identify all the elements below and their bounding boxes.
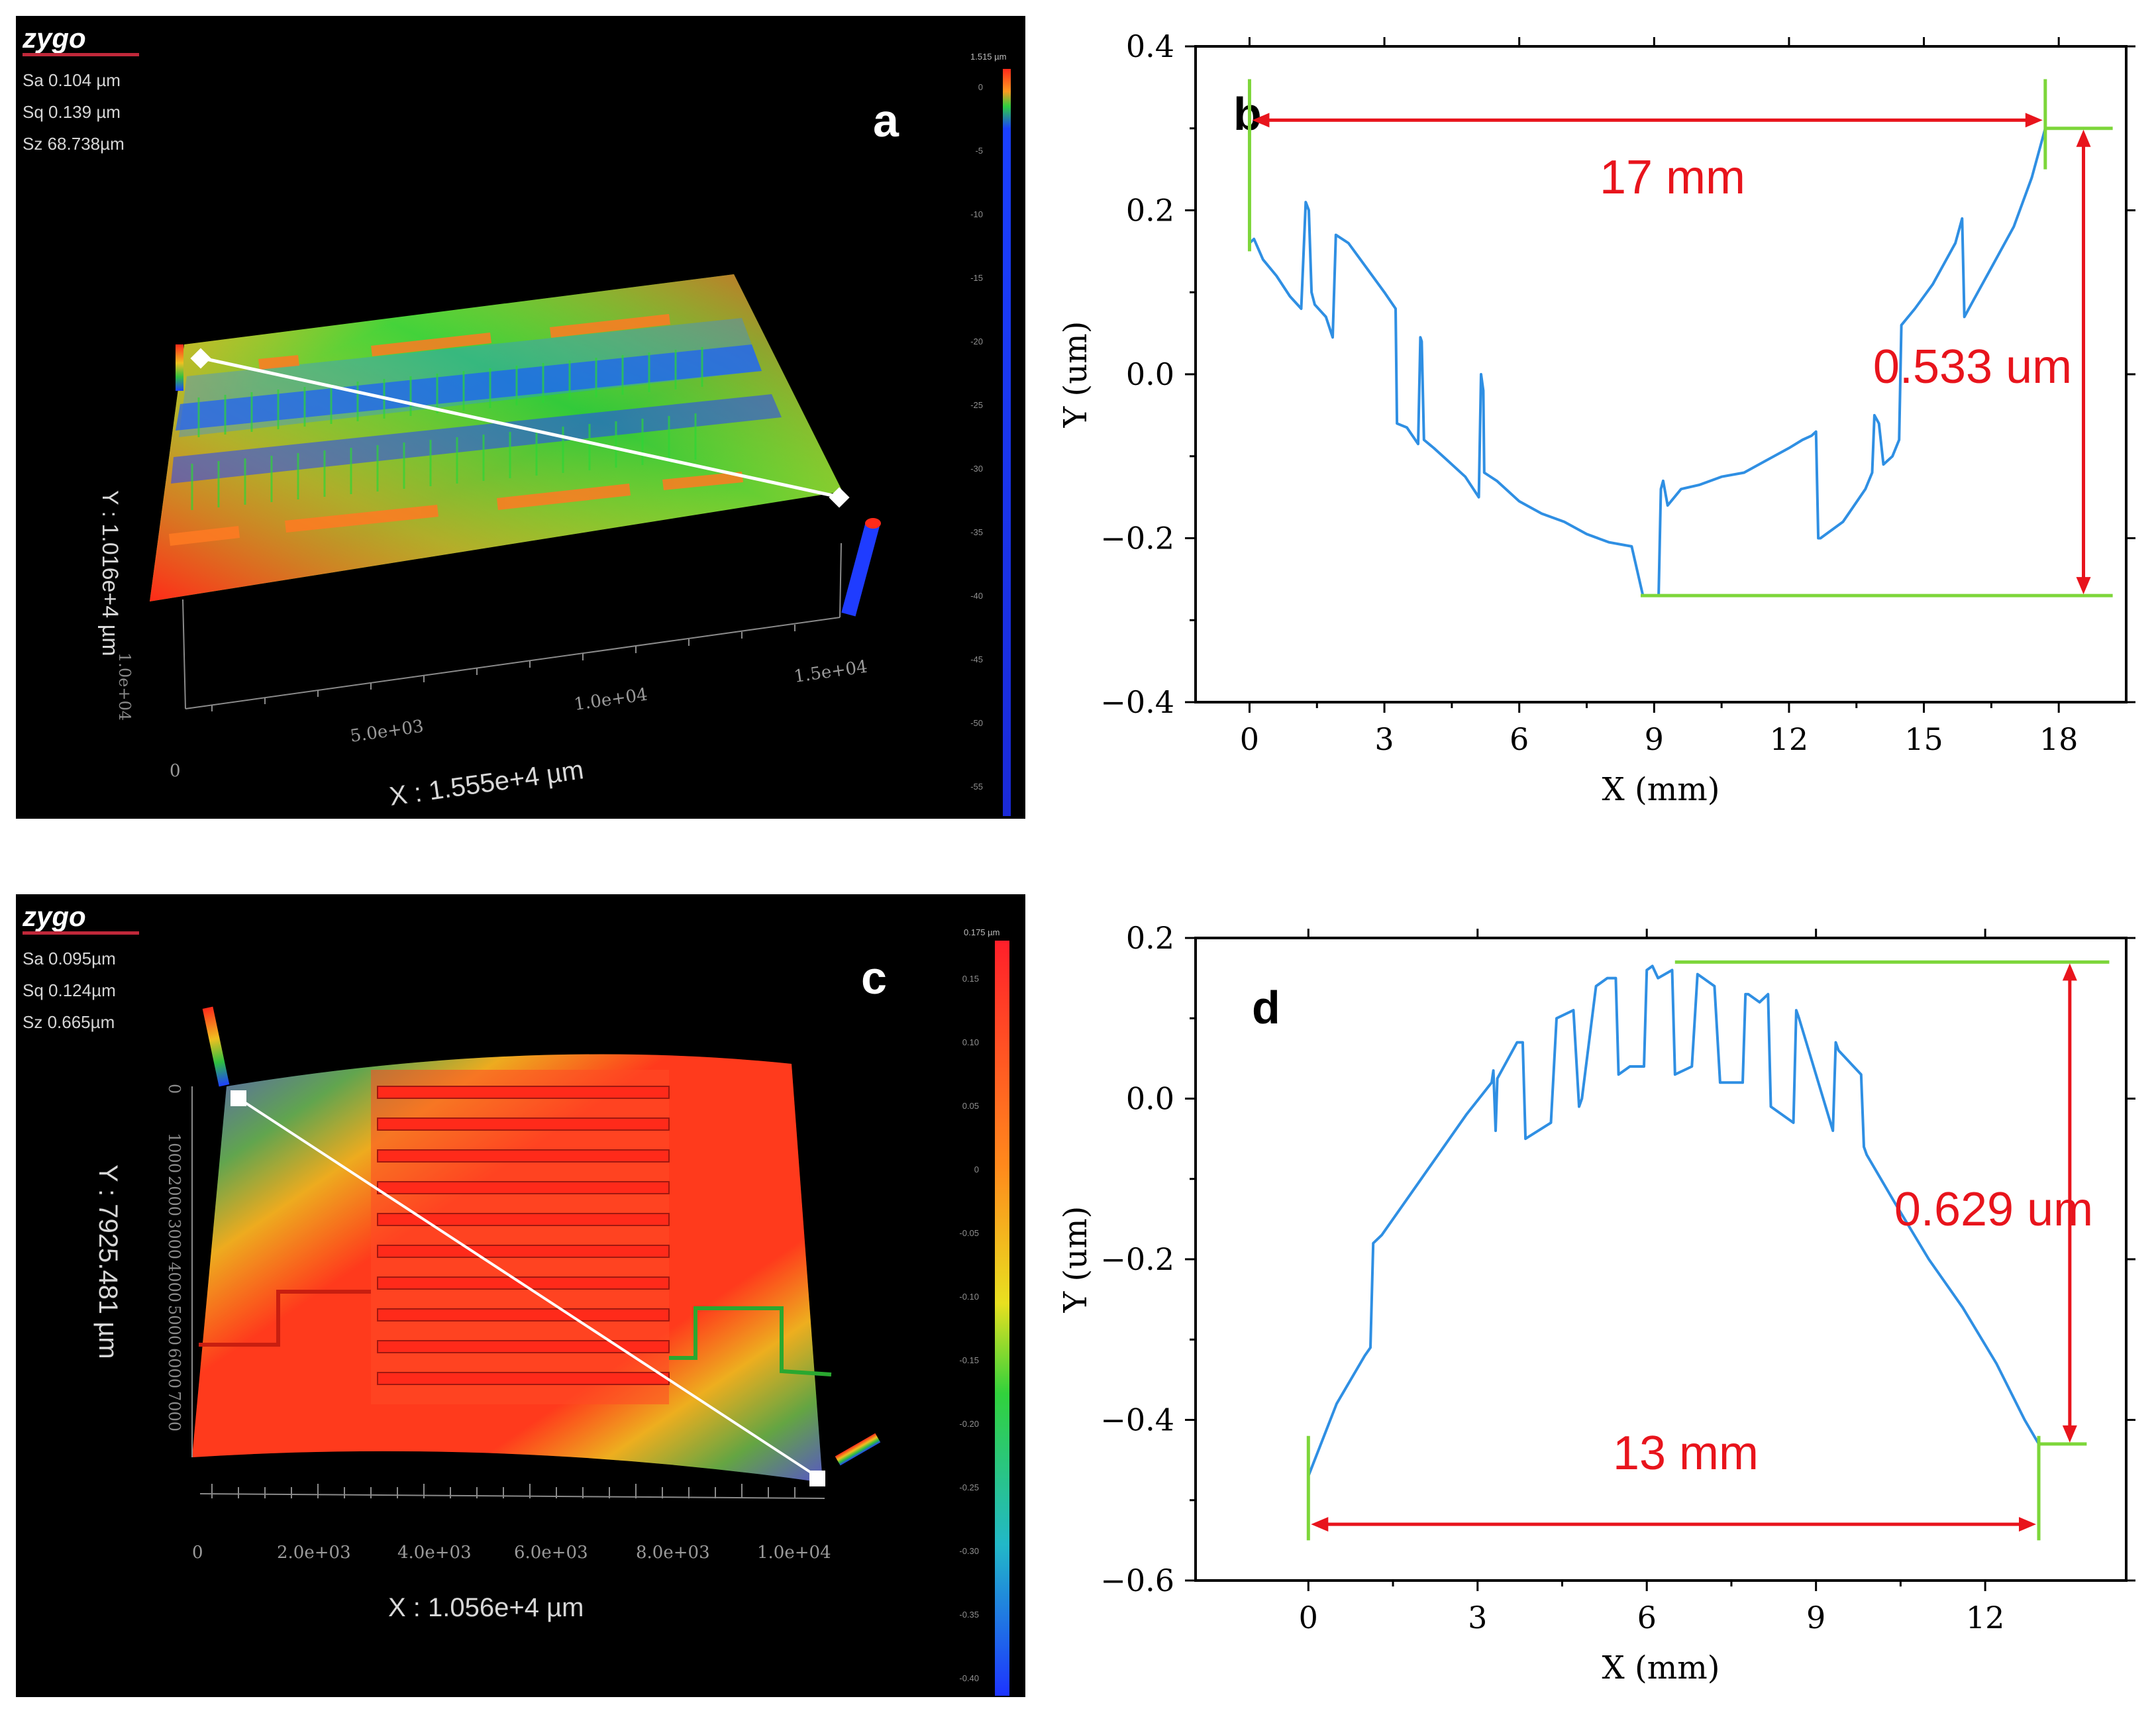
y-axis-label-b: Y (um) <box>1057 321 1094 429</box>
colorbar-c-tick: -0.25 <box>959 1482 979 1492</box>
y-tick-label: −0.6 <box>1100 1563 1174 1598</box>
y-tick-a-0: 1.0e+04 <box>115 652 134 721</box>
y-tick-c-2: 2000 <box>165 1176 183 1216</box>
colorbar-a-tick: -40 <box>970 591 983 601</box>
x-tick-c-1: 2.0e+03 <box>277 1543 351 1563</box>
y-tick-c-5: 5000 <box>165 1305 183 1345</box>
stat-sa-a: Sa 0.104 µm <box>23 70 121 90</box>
chart-d: 0 3 6 9 12 −0.6 −0.4 −0.2 0.0 0.2 X (mm) Y (um) d 0.6… <box>1057 920 2135 1686</box>
colorbar-c-tick: -0.35 <box>959 1610 979 1620</box>
colorbar-c-tick: 0.05 <box>962 1101 979 1111</box>
y-tick-c-7: 7000 <box>165 1391 183 1431</box>
y-tick-label: 0.4 <box>1126 28 1174 64</box>
y-tick-label: −0.2 <box>1100 521 1174 556</box>
x-tick-c-5: 1.0e+04 <box>757 1543 831 1563</box>
y-tick-label: −0.4 <box>1100 684 1174 720</box>
y-tick-label: −0.4 <box>1100 1402 1174 1438</box>
logo-underline-c <box>23 931 139 935</box>
x-tick-label: 3 <box>1374 721 1394 757</box>
colorbar-a-tick: -30 <box>970 464 983 474</box>
width-label-d: 13 mm <box>1613 1427 1759 1480</box>
colorbar-a-tick: -45 <box>970 654 983 664</box>
y-tick-label: −0.2 <box>1100 1241 1174 1277</box>
y-axis-label-c: Y : 7925.481 µm <box>93 1165 123 1359</box>
colorbar-a-tick: -10 <box>970 209 983 219</box>
x-axis-label-d: X (mm) <box>1602 1649 1720 1686</box>
surface-plot-c <box>192 1007 880 1486</box>
x-tick-a-0: 0 <box>170 761 181 781</box>
stat-sa-c: Sa 0.095µm <box>23 949 116 968</box>
y-tick-label: 0.0 <box>1126 356 1174 392</box>
x-tick-label: 9 <box>1806 1600 1825 1635</box>
x-tick-c-2: 4.0e+03 <box>397 1543 472 1563</box>
colorbar-c-tick: -0.30 <box>959 1546 979 1556</box>
x-tick-label: 12 <box>1770 721 1809 757</box>
y-tick-c-4: 4000 <box>165 1262 183 1302</box>
figure-canvas: zygo Sa 0.104 µm Sq 0.139 µm Sz 68.738µm… <box>0 0 2156 1711</box>
colorbar-a-tick: 0 <box>978 82 983 92</box>
x-tick-label: 3 <box>1468 1600 1487 1635</box>
panel-c: zygo Sa 0.095µm Sq 0.124µm Sz 0.665µm c <box>16 894 1025 1697</box>
x-tick-c-4: 8.0e+03 <box>636 1543 710 1563</box>
colorbar-c-tick: -0.20 <box>959 1419 979 1429</box>
x-tick-label: 9 <box>1645 721 1664 757</box>
panel-letter-b: b <box>1233 88 1262 140</box>
colorbar-a-tick: -35 <box>970 527 983 537</box>
x-tick-c-0: 0 <box>192 1543 203 1563</box>
colorbar-a-tick: -5 <box>975 146 983 156</box>
y-tick-c-3: 3000 <box>165 1219 183 1259</box>
x-axis-label-c: X : 1.056e+4 µm <box>388 1593 584 1622</box>
x-tick-label: 0 <box>1240 721 1259 757</box>
y-tick-c-0: 0 <box>165 1084 183 1094</box>
width-label-b: 17 mm <box>1600 151 1745 204</box>
colorbar-a-tick: -50 <box>970 718 983 728</box>
stat-sz-c: Sz 0.665µm <box>23 1012 115 1032</box>
chart-b: 0 3 6 9 12 15 18 −0.4 −0.2 0.0 0.2 0.4 X (mm) Y (um) b… <box>1057 28 2135 808</box>
panel-letter-c: c <box>861 952 887 1004</box>
x-axis-label-b: X (mm) <box>1602 771 1720 808</box>
colorbar-c-tick: -0.15 <box>959 1355 979 1365</box>
plot-area-d <box>1196 938 2126 1581</box>
colorbar-c-tick: 0 <box>974 1165 979 1174</box>
x-tick-label: 12 <box>1966 1600 2005 1635</box>
x-tick-label: 6 <box>1510 721 1529 757</box>
y-axis-label-a: Y : 1.016e+4 µm <box>97 490 123 656</box>
colorbar-a-tick: -55 <box>970 782 983 792</box>
colorbar-c-tick: -0.10 <box>959 1292 979 1302</box>
colorbar-c-tick: 0.15 <box>962 974 979 984</box>
y-tick-c-1: 1000 <box>165 1133 183 1173</box>
stat-sq-c: Sq 0.124µm <box>23 980 116 1000</box>
y-tick-label: 0.0 <box>1126 1081 1174 1117</box>
colorbar-a-tick: -25 <box>970 400 983 410</box>
x-tick-c-3: 6.0e+03 <box>514 1543 588 1563</box>
colorbar-a-gradient <box>1003 69 1011 816</box>
panel-letter-d: d <box>1252 982 1280 1033</box>
zygo-logo-a: zygo <box>22 23 86 54</box>
colorbar-c-tick: -0.05 <box>959 1228 979 1238</box>
logo-underline-a <box>23 53 139 56</box>
stat-sz-a: Sz 68.738µm <box>23 134 125 154</box>
y-tick-label: 0.2 <box>1126 920 1174 956</box>
y-tick-c-6: 6000 <box>165 1348 183 1388</box>
stat-sq-a: Sq 0.139 µm <box>23 102 121 122</box>
colorbar-a-tick: -20 <box>970 337 983 346</box>
x-tick-label: 18 <box>2039 721 2079 757</box>
panel-letter-a: a <box>873 95 899 146</box>
panel-a: zygo Sa 0.104 µm Sq 0.139 µm Sz 68.738µm… <box>16 16 1025 819</box>
colorbar-a-top: 1.515 µm <box>970 52 1006 62</box>
y-tick-label: 0.2 <box>1126 193 1174 229</box>
x-tick-label: 0 <box>1299 1600 1318 1635</box>
y-axis-label-d: Y (um) <box>1057 1206 1094 1314</box>
height-label-d: 0.629 um <box>1894 1183 2093 1236</box>
colorbar-a-tick: -15 <box>970 273 983 283</box>
colorbar-c-top: 0.175 µm <box>964 927 1000 937</box>
colorbar-c-tick: -0.40 <box>959 1673 979 1683</box>
height-label-b: 0.533 um <box>1873 340 2072 393</box>
colorbar-c-gradient <box>995 941 1009 1696</box>
zygo-logo-c: zygo <box>22 901 86 932</box>
colorbar-c-tick: 0.10 <box>962 1037 979 1047</box>
x-tick-label: 6 <box>1637 1600 1657 1635</box>
x-tick-label: 15 <box>1904 721 1943 757</box>
